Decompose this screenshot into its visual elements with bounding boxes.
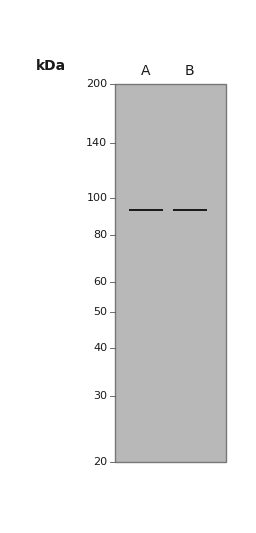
Text: 20: 20: [93, 457, 108, 467]
Bar: [129, 209, 163, 211]
Text: 140: 140: [86, 138, 108, 148]
Text: 30: 30: [93, 391, 108, 401]
Text: 100: 100: [86, 193, 108, 203]
Text: A: A: [141, 64, 151, 78]
Text: 50: 50: [93, 307, 108, 317]
Text: 40: 40: [93, 343, 108, 353]
Bar: [173, 209, 207, 211]
Text: 80: 80: [93, 230, 108, 240]
Text: B: B: [185, 64, 195, 78]
Text: 60: 60: [93, 277, 108, 287]
Text: 200: 200: [86, 79, 108, 90]
Text: kDa: kDa: [36, 59, 66, 73]
Bar: [115, 84, 227, 462]
